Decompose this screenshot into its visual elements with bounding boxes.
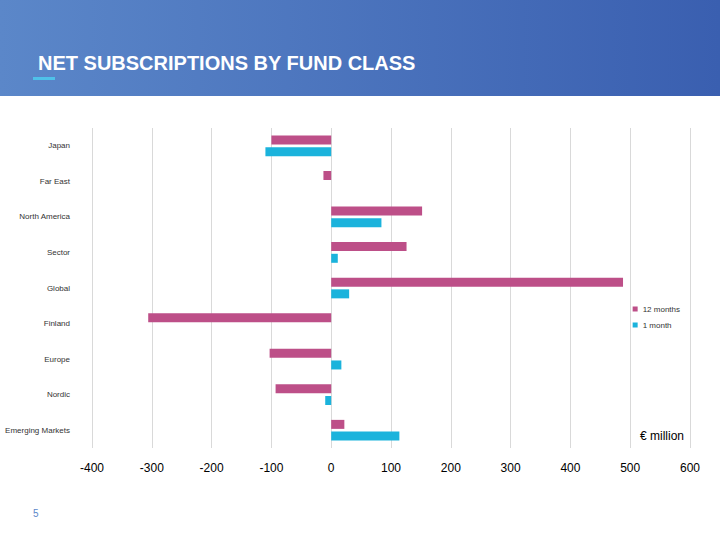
svg-text:North America: North America [19, 212, 70, 221]
svg-text:Nordic: Nordic [47, 390, 70, 399]
svg-text:12 months: 12 months [643, 305, 680, 314]
svg-text:0: 0 [328, 461, 335, 475]
svg-text:NET SUBSCRIPTIONS BY FUND CLAS: NET SUBSCRIPTIONS BY FUND CLASS [38, 52, 415, 74]
svg-text:5: 5 [33, 508, 39, 519]
svg-text:600: 600 [680, 461, 700, 475]
svg-text:500: 500 [620, 461, 640, 475]
svg-text:-100: -100 [259, 461, 283, 475]
svg-text:200: 200 [441, 461, 461, 475]
svg-text:-400: -400 [80, 461, 104, 475]
svg-text:400: 400 [560, 461, 580, 475]
svg-text:Sector: Sector [47, 248, 70, 257]
svg-text:Finland: Finland [44, 319, 70, 328]
svg-text:1 month: 1 month [643, 321, 672, 330]
svg-text:100: 100 [381, 461, 401, 475]
svg-text:Japan: Japan [48, 141, 70, 150]
svg-text:Far East: Far East [40, 177, 71, 186]
svg-text:-200: -200 [200, 461, 224, 475]
svg-text:Europe: Europe [44, 355, 70, 364]
svg-text:300: 300 [501, 461, 521, 475]
svg-text:-300: -300 [140, 461, 164, 475]
svg-text:Emerging Markets: Emerging Markets [5, 426, 70, 435]
svg-text:€ million: € million [640, 429, 684, 443]
svg-text:Global: Global [47, 284, 70, 293]
